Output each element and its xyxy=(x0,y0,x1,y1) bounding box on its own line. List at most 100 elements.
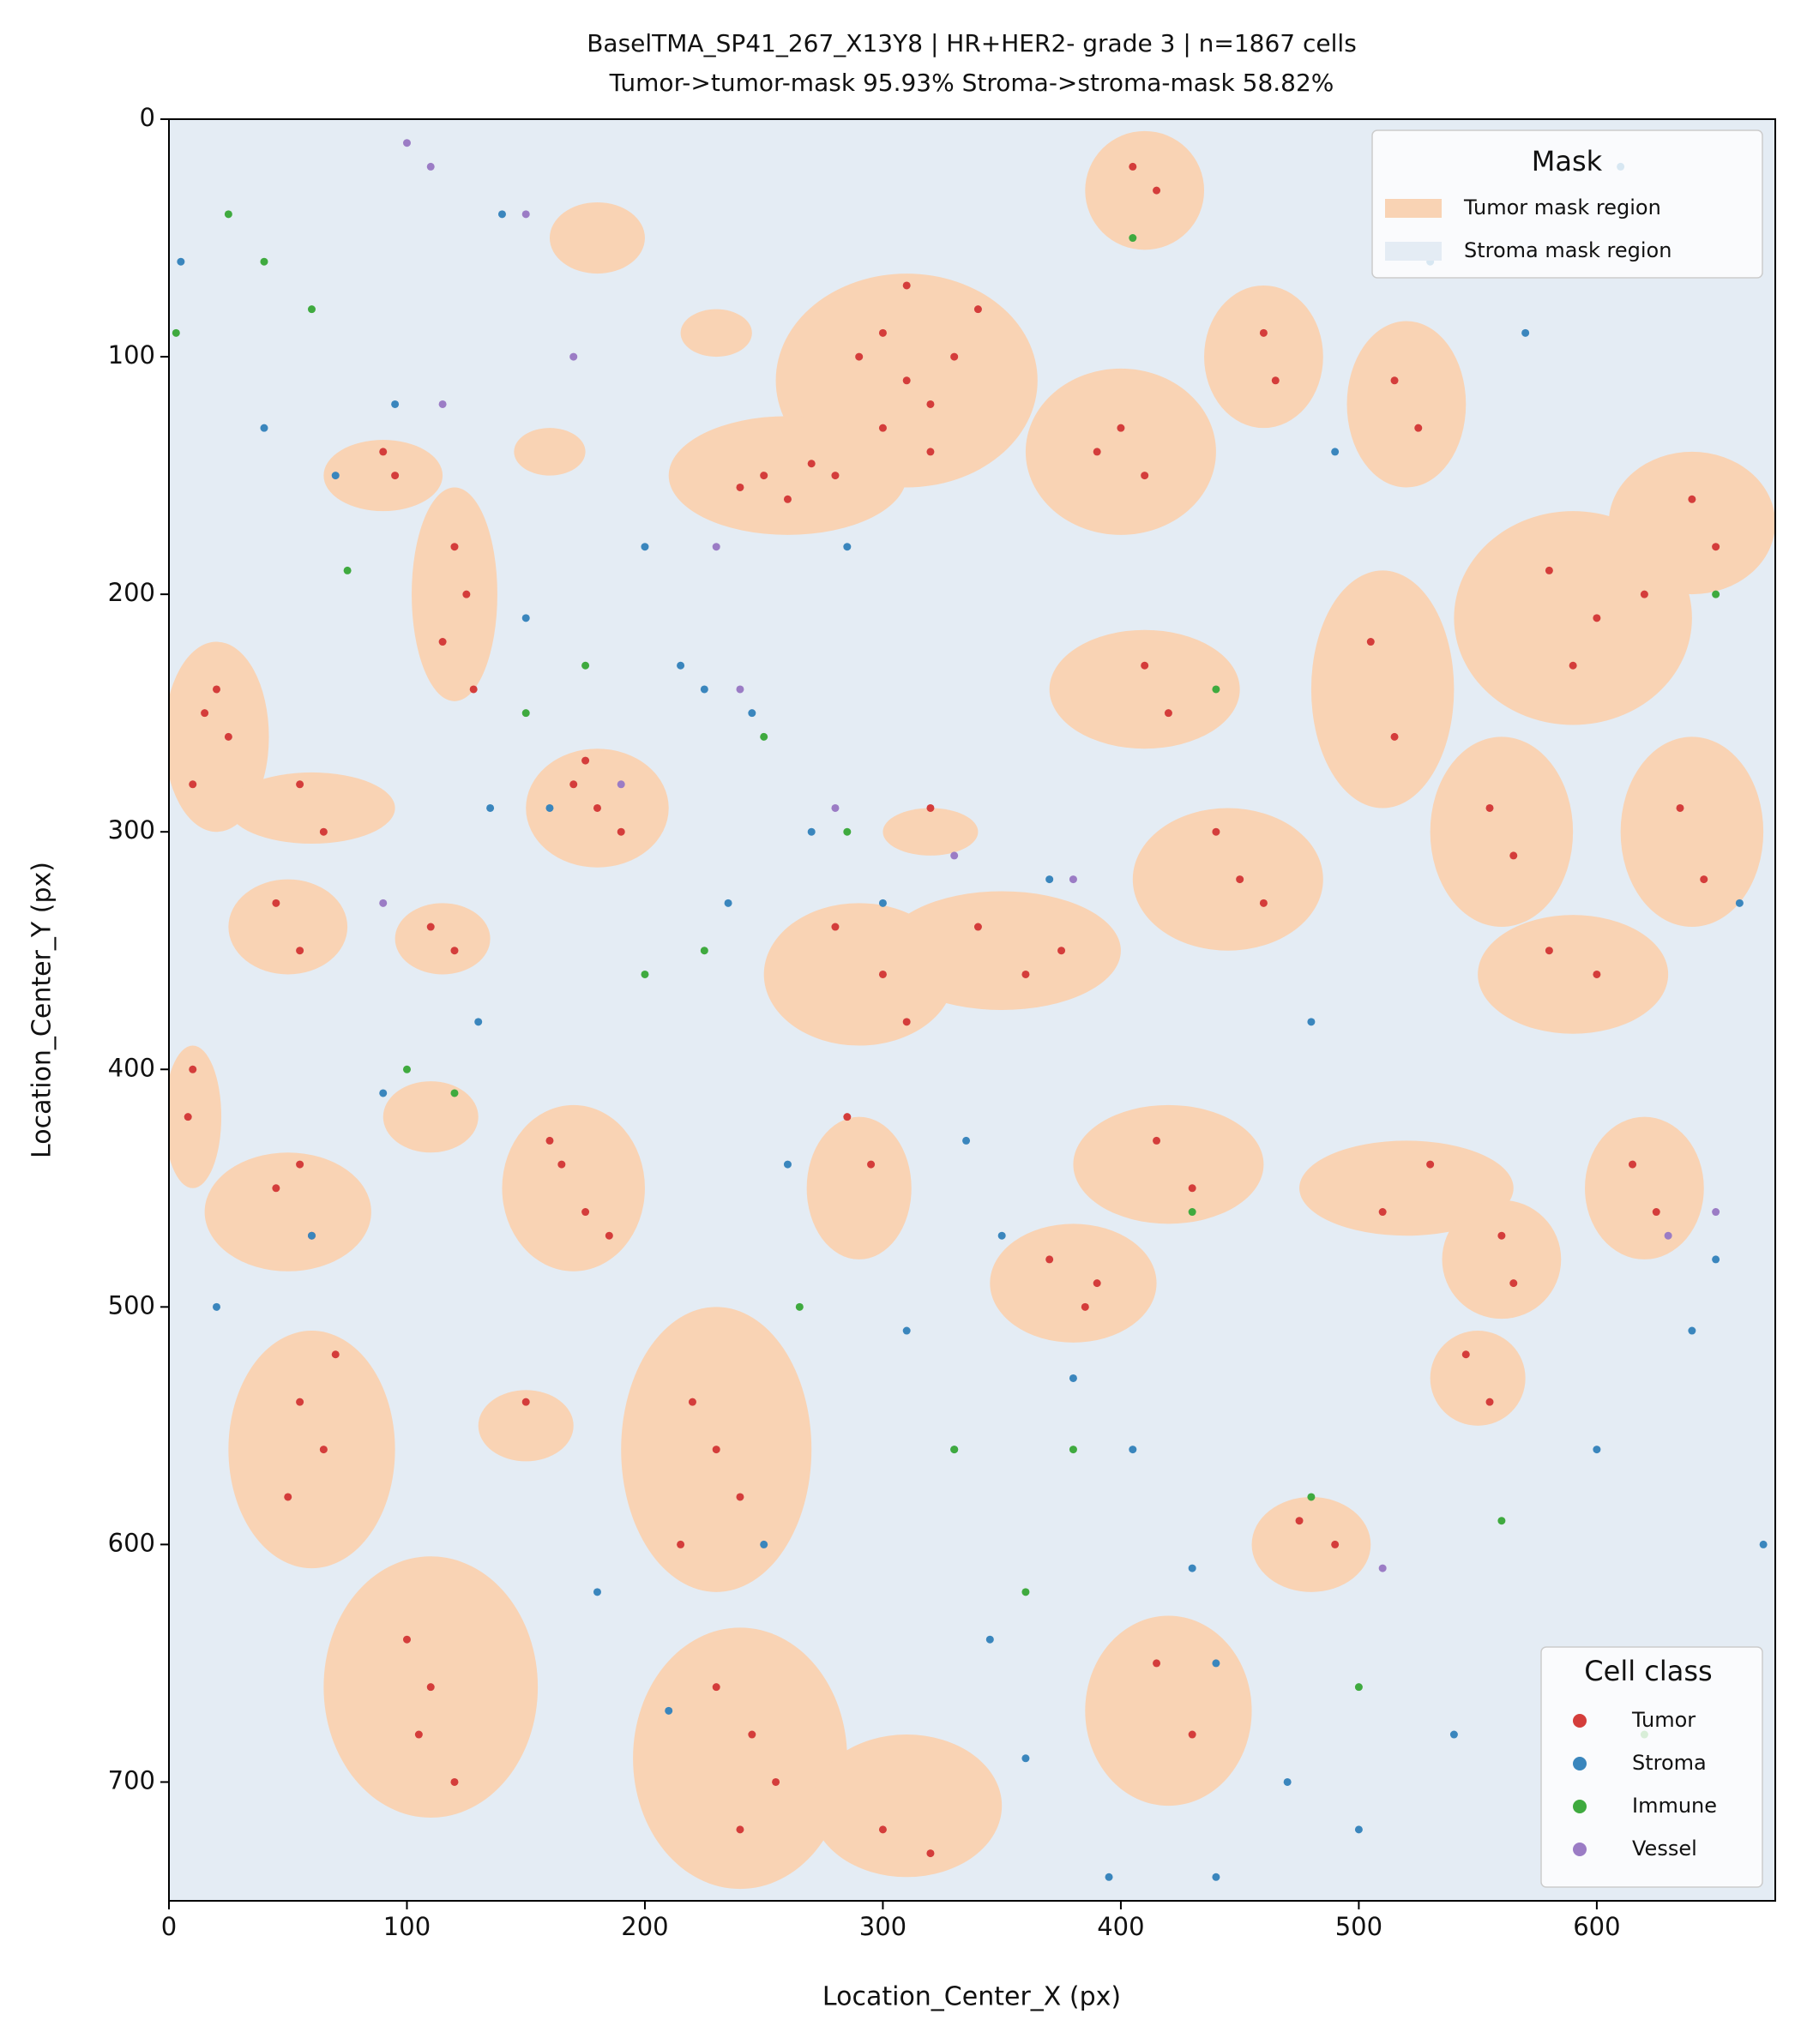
tumor-mask-blob xyxy=(1430,1331,1526,1426)
cell-point xyxy=(581,756,590,765)
cell-point xyxy=(1712,590,1720,598)
cell-point xyxy=(878,1825,887,1834)
cell-point xyxy=(617,780,625,789)
cell-point xyxy=(1331,448,1340,456)
cell-point xyxy=(402,139,411,147)
cell-point xyxy=(189,1065,197,1073)
cell-point xyxy=(855,352,864,361)
cell-point xyxy=(1593,1446,1601,1454)
cell-point xyxy=(1676,803,1684,812)
cell-point xyxy=(1652,1208,1660,1217)
tumor-mask-blob xyxy=(204,1152,371,1271)
cell-point xyxy=(581,661,590,670)
tumor-mask-blob xyxy=(478,1390,574,1462)
cell-point xyxy=(521,614,530,622)
cell-point xyxy=(688,1398,696,1406)
legend-title: Cell class xyxy=(1584,1655,1712,1687)
cell-point xyxy=(284,1493,292,1501)
legend-label: Tumor mask region xyxy=(1463,195,1661,219)
cell-point xyxy=(1545,566,1553,574)
cell-point xyxy=(1271,376,1280,385)
cell-point xyxy=(450,1089,459,1097)
cell-point xyxy=(319,827,328,836)
cell-point xyxy=(426,162,435,171)
cell-point xyxy=(307,1231,316,1240)
cell-point xyxy=(426,923,435,931)
cell-point xyxy=(201,709,209,718)
cell-point xyxy=(296,1160,304,1169)
cell-point xyxy=(1759,1540,1768,1548)
tumor-mask-blob xyxy=(412,487,497,701)
cell-point xyxy=(772,1777,780,1786)
tumor-mask-blob xyxy=(382,1081,479,1153)
cell-point xyxy=(1390,732,1399,741)
cell-point xyxy=(1236,875,1244,884)
cell-point xyxy=(926,803,935,812)
cell-point xyxy=(1212,827,1220,836)
tumor-mask-blob xyxy=(990,1223,1157,1343)
cell-point xyxy=(497,210,506,219)
x-tick-label: 500 xyxy=(1335,1912,1382,1941)
tumor-mask-blob xyxy=(228,772,395,845)
tumor-mask-blob xyxy=(806,1116,912,1259)
cell-point xyxy=(1712,543,1720,551)
cell-point xyxy=(843,827,852,836)
x-tick-label: 200 xyxy=(621,1912,668,1941)
cell-point xyxy=(760,732,768,741)
cell-point xyxy=(831,472,840,480)
cell-point xyxy=(1485,1398,1494,1406)
y-axis-label: Location_Center_Y (px) xyxy=(27,862,57,1158)
cell-point xyxy=(474,1018,483,1026)
cell-point xyxy=(521,1398,530,1406)
cell-point xyxy=(402,1635,411,1644)
tumor-mask-blob xyxy=(1310,570,1455,809)
tumor-mask-blob xyxy=(680,309,752,358)
legend-label: Stroma mask region xyxy=(1464,238,1671,262)
cell-point xyxy=(878,970,887,978)
cell-point xyxy=(843,1113,852,1121)
y-tick-label: 400 xyxy=(108,1053,155,1082)
cell-point xyxy=(184,1113,192,1121)
cell-point xyxy=(950,352,959,361)
tumor-mask-blob xyxy=(169,1045,222,1188)
cell-point xyxy=(1497,1517,1506,1525)
cell-point xyxy=(343,566,352,574)
cell-point xyxy=(1700,875,1708,884)
cell-point xyxy=(569,780,578,789)
cell-point xyxy=(641,543,649,551)
cell-point xyxy=(177,257,185,266)
cell-point xyxy=(1497,1231,1506,1240)
cell-point xyxy=(1069,1374,1077,1382)
y-tick-label: 500 xyxy=(108,1290,155,1320)
legend-marker xyxy=(1573,1843,1587,1856)
cell-point xyxy=(677,1540,685,1548)
legend-label: Immune xyxy=(1632,1794,1717,1818)
cell-point xyxy=(1426,1160,1435,1169)
cell-point xyxy=(712,1683,720,1692)
cell-point xyxy=(545,803,554,812)
cell-point xyxy=(1712,1255,1720,1264)
cell-point xyxy=(807,827,816,836)
cell-point xyxy=(1153,1136,1161,1145)
cell-point xyxy=(260,257,268,266)
cell-point xyxy=(569,352,578,361)
tumor-mask-blob xyxy=(1478,915,1669,1034)
cell-point xyxy=(700,947,708,955)
cell-point xyxy=(1021,1754,1030,1763)
cell-point xyxy=(1212,1873,1220,1881)
cell-point xyxy=(307,305,316,314)
cell-point xyxy=(521,709,530,718)
cell-point xyxy=(748,709,756,718)
cell-point xyxy=(189,780,197,789)
cell-point xyxy=(391,472,400,480)
cell-point xyxy=(748,1730,756,1739)
tumor-mask-blob xyxy=(668,416,907,535)
cell-point xyxy=(379,448,388,456)
cell-point xyxy=(426,1683,435,1692)
cell-point xyxy=(1129,162,1137,171)
cell-point xyxy=(402,1065,411,1073)
axes: 0 100 200 300 400 500 600 0 100 200 300 400 500 600 70… xyxy=(108,103,1776,1941)
cell-point xyxy=(902,376,911,385)
cell-point xyxy=(1283,1777,1292,1786)
